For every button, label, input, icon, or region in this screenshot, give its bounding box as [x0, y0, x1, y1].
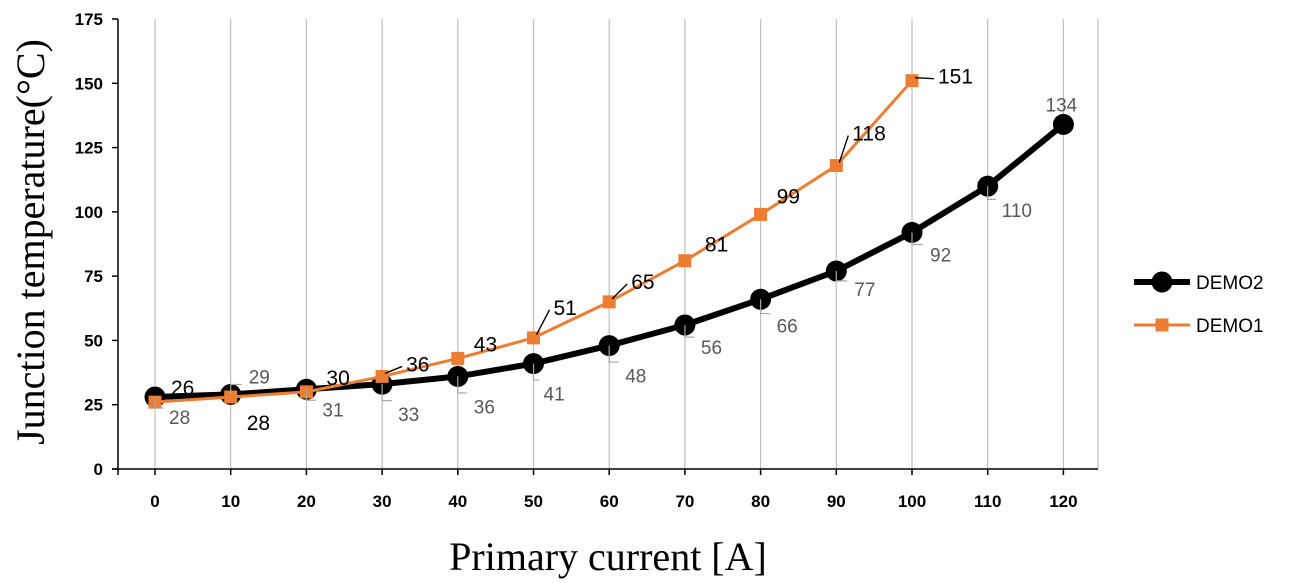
demo2-label-40: 36 [474, 397, 495, 418]
demo1-point-80 [754, 207, 768, 221]
legend: DEMO2 DEMO1 [1134, 271, 1264, 337]
x-tick-labels: 0 10 20 30 40 50 60 70 80 90 100 110 120 [150, 492, 1077, 511]
data-labels: 28 29 31 33 36 41 48 56 66 77 92 110 134 26 28 30 36 43 51… [154, 66, 1078, 435]
legend-demo1-label: DEMO1 [1196, 316, 1264, 337]
x-tick-label-50: 50 [524, 492, 543, 511]
y-tick-label-0: 0 [94, 460, 103, 479]
demo2-leader-70 [684, 325, 695, 338]
x-axis-title: Primary current [A] [449, 534, 767, 579]
x-tick-label-110: 110 [974, 492, 1001, 511]
demo1-label-40: 43 [474, 333, 497, 356]
demo1-label-10: 28 [247, 412, 270, 435]
demo1-point-10 [224, 390, 238, 404]
demo2-point-120 [1052, 113, 1074, 135]
x-tick-label-20: 20 [297, 492, 316, 511]
demo2-label-90: 77 [854, 280, 875, 301]
x-tick-label-90: 90 [827, 492, 846, 511]
demo2-leader-90 [835, 271, 848, 282]
demo2-leader-100 [911, 232, 923, 246]
demo2-leader-20 [305, 389, 316, 401]
x-tick-label-70: 70 [675, 492, 694, 511]
demo2-leader-110 [987, 186, 997, 200]
x-tick-label-100: 100 [898, 492, 926, 511]
demo2-label-110: 110 [1002, 201, 1032, 222]
legend-demo2-label: DEMO2 [1196, 273, 1264, 294]
demo2-label-30: 33 [398, 405, 419, 426]
x-tick-label-40: 40 [448, 492, 467, 511]
plot-axes [112, 18, 1098, 475]
demo2-label-20: 31 [322, 400, 343, 421]
demo2-leader-0 [154, 397, 164, 409]
y-tick-label-100: 100 [75, 203, 103, 222]
demo2-label-120: 134 [1046, 95, 1078, 116]
demo2-leader-60 [608, 345, 619, 363]
demo2-leader-40 [457, 376, 468, 394]
demo1-point-40 [451, 351, 465, 365]
demo1-label-30: 36 [406, 353, 429, 376]
y-tick-label-150: 150 [75, 74, 103, 93]
demo2-label-70: 56 [701, 338, 722, 359]
demo1-point-100 [905, 74, 919, 88]
demo2-leader-10 [230, 383, 242, 395]
demo2-leader-80 [759, 299, 771, 315]
x-tick-label-10: 10 [221, 492, 240, 511]
x-tick-label-80: 80 [751, 492, 770, 511]
y-tick-labels: 0 25 50 75 100 125 150 175 [75, 10, 103, 479]
x-tick-label-120: 120 [1049, 492, 1077, 511]
demo1-leader-50 [535, 309, 551, 336]
demo1-label-20: 30 [326, 367, 349, 390]
demo2-label-80: 66 [777, 316, 798, 337]
y-tick-label-75: 75 [84, 267, 103, 286]
demo1-leader-60 [611, 283, 628, 300]
demo1-label-0: 26 [171, 377, 194, 400]
demo2-label-10: 29 [249, 367, 270, 388]
demo2-label-0: 28 [169, 408, 190, 429]
demo1-label-50: 51 [554, 297, 577, 320]
demo1-label-60: 65 [631, 271, 654, 294]
y-tick-label-25: 25 [84, 396, 103, 415]
demo2-label-100: 92 [930, 245, 951, 266]
demo1-label-100: 151 [938, 66, 973, 89]
demo1-label-90: 118 [852, 123, 885, 146]
demo1-point-30 [375, 369, 389, 383]
demo2-leader-50 [532, 363, 540, 381]
demo2-label-50: 41 [544, 385, 565, 406]
legend-demo2-marker [1151, 271, 1173, 293]
y-tick-label-125: 125 [75, 139, 103, 158]
y-tick-label-175: 175 [75, 10, 103, 29]
y-tick-label-50: 50 [84, 331, 103, 350]
demo1-leader-90 [838, 135, 849, 163]
demo2-leader-30 [381, 384, 392, 402]
x-tick-label-30: 30 [373, 492, 392, 511]
x-tick-label-0: 0 [150, 492, 159, 511]
demo1-label-80: 99 [777, 185, 800, 208]
y-axis-title: Junction temperature(°C) [8, 39, 53, 445]
demo1-leader-100 [914, 77, 935, 80]
legend-demo1-marker [1155, 318, 1169, 332]
x-tick-label-60: 60 [600, 492, 619, 511]
demo1-label-70: 81 [705, 234, 728, 257]
vertical-gridlines [154, 19, 1099, 469]
demo1-point-90 [829, 159, 843, 173]
demo2-label-60: 48 [625, 367, 646, 388]
demo1-leader-30 [384, 365, 403, 375]
demo1-point-70 [678, 254, 692, 268]
